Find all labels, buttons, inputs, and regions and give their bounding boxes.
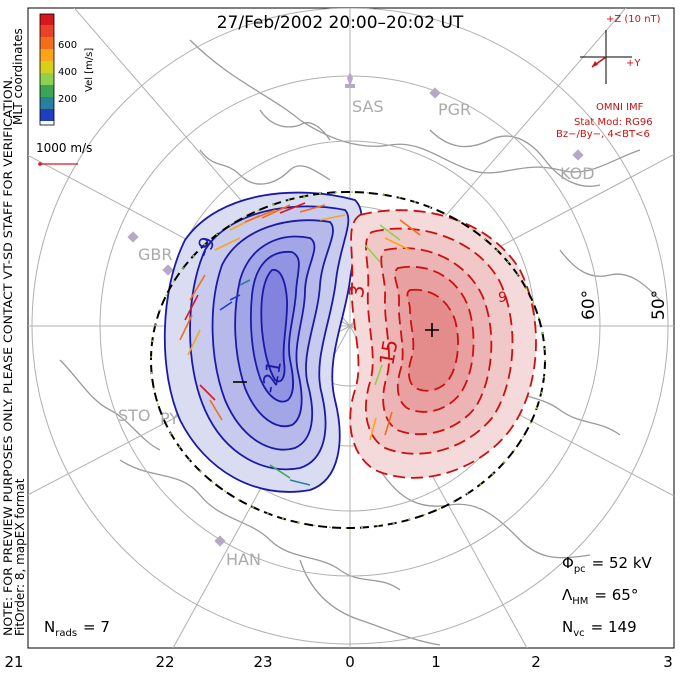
contour-label-neg-21: -21 xyxy=(257,359,286,395)
hm-latitude: ΛHM = 65° xyxy=(562,586,638,607)
reference-vector xyxy=(38,162,78,166)
cross-polar-potential: Φpc = 52 kV xyxy=(562,554,653,575)
colorbar-tick-200: 200 xyxy=(58,94,77,105)
mlt-tick-0: 0 xyxy=(345,653,355,671)
contour-label-pos-3: 3 xyxy=(344,283,370,300)
fit-order-note: FitOrder: 8, mapEX format xyxy=(13,478,27,636)
positive-cell xyxy=(349,209,537,479)
lat-label-50: 50° xyxy=(649,290,669,320)
station-label-kod: KOD xyxy=(560,164,595,183)
colorbar-label: Vel [m/s] xyxy=(84,48,95,92)
imf-model: Stat Mod: RG96 xyxy=(574,117,653,128)
mlt-tick-1: 1 xyxy=(431,653,441,671)
station-markers xyxy=(127,72,584,547)
page-title: 27/Feb/2002 20:00–20:02 UT xyxy=(217,13,464,33)
mlt-tick-23: 23 xyxy=(253,653,272,671)
imf-z-label: +Z (10 nT) xyxy=(606,14,661,25)
preview-note: NOTE: FOR PREVIEW PURPOSES ONLY. PLEASE … xyxy=(1,76,15,636)
mlt-tick-22: 22 xyxy=(155,653,174,671)
station-label-gbr: GBR xyxy=(138,245,173,264)
lat-label-60: 60° xyxy=(579,290,599,320)
velocity-vectors xyxy=(179,202,421,486)
imf-source: OMNI IMF xyxy=(596,102,644,113)
coord-label: MLT coordinates xyxy=(11,28,25,125)
station-label-sto: STO xyxy=(118,406,151,425)
negative-cell xyxy=(163,191,363,493)
colorbar xyxy=(39,13,55,126)
mlt-tick-3: 3 xyxy=(663,653,673,671)
contour-label-pos-9: 9 xyxy=(498,290,507,306)
hm-boundary-vectors xyxy=(150,191,546,529)
mlt-tick-2: 2 xyxy=(531,653,541,671)
station-label-sas: SAS xyxy=(352,97,384,116)
station-label-pgr: PGR xyxy=(438,100,471,119)
colorbar-tick-600: 600 xyxy=(58,40,77,51)
vector-count: Nvc = 149 xyxy=(562,618,637,639)
max-potential-marker xyxy=(425,323,439,337)
coastlines xyxy=(59,39,661,646)
mlt-tick-21: 21 xyxy=(4,653,23,671)
station-label-han: HAN xyxy=(226,550,261,569)
radar-count: Nrads = 7 xyxy=(44,618,110,639)
reference-vector-label: 1000 m/s xyxy=(36,141,92,155)
imf-y-label: +Y xyxy=(626,58,641,69)
imf-conditions: Bz−/By−, 4<BT<6 xyxy=(556,129,650,140)
imf-dial xyxy=(580,30,632,84)
colorbar-tick-400: 400 xyxy=(58,67,77,78)
contour-label-pos-15: 15 xyxy=(374,338,402,367)
